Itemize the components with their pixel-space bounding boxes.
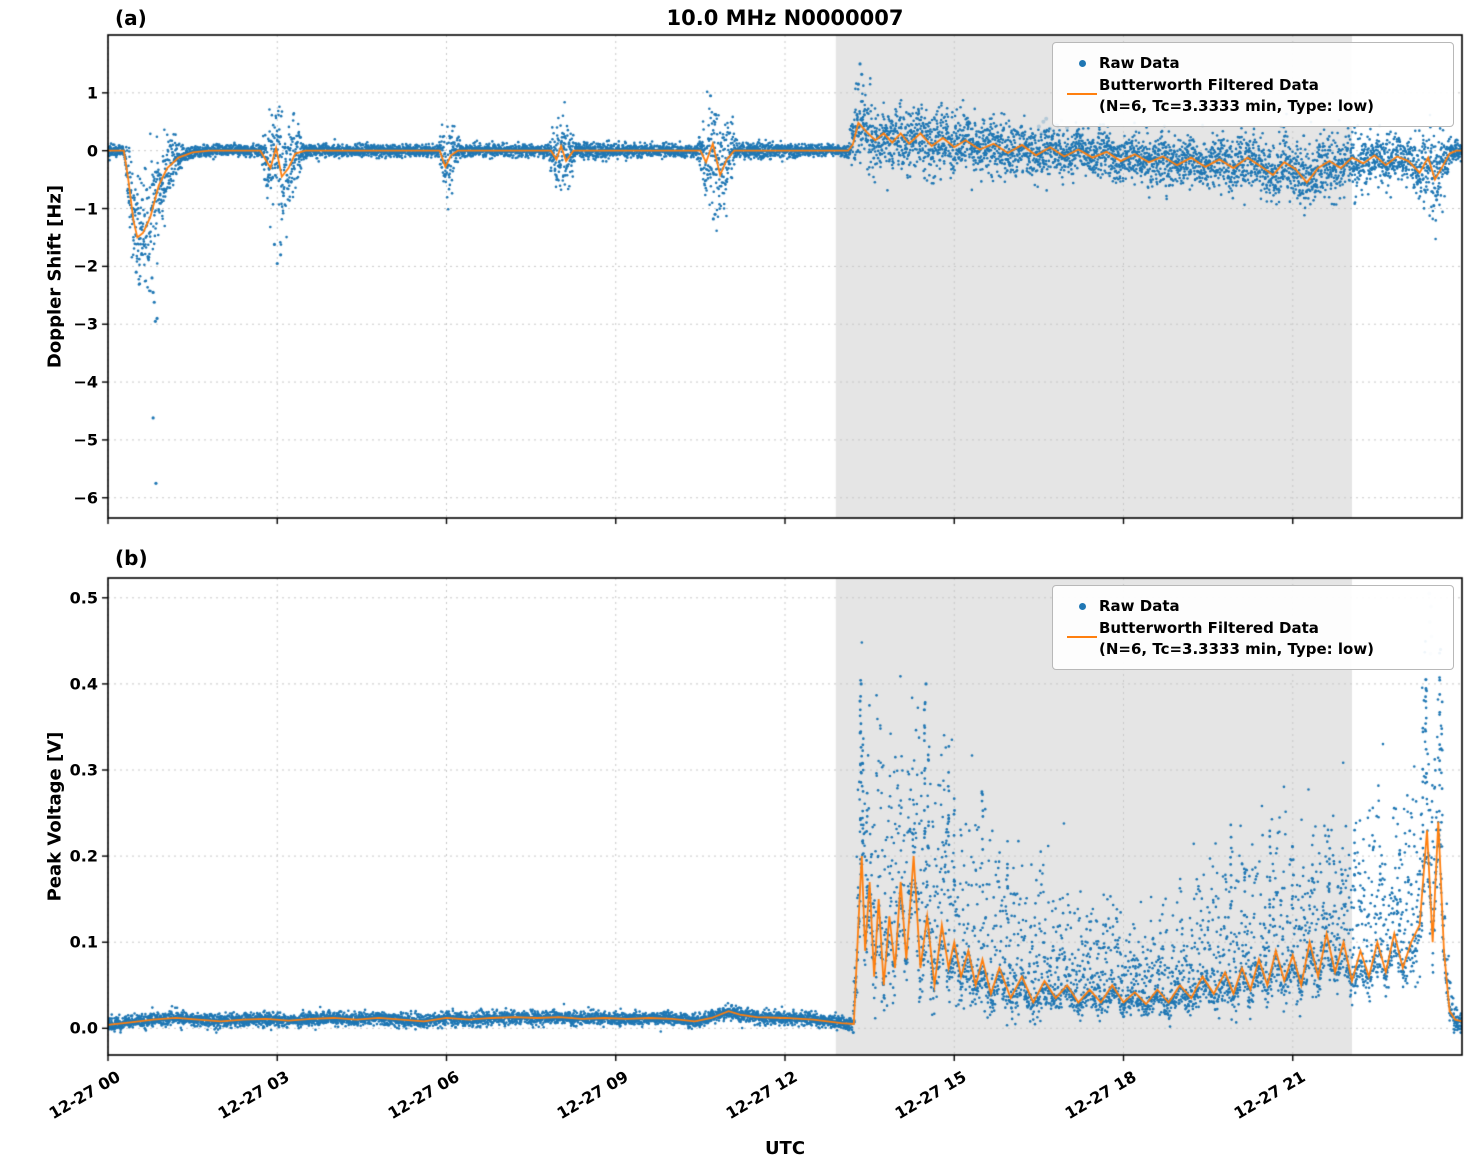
- panel-a-tag: (a): [115, 6, 147, 30]
- y-tick-label: 0.0: [69, 1018, 98, 1038]
- y-tick-label: −3: [73, 314, 98, 334]
- y-tick-label: 1: [86, 83, 98, 103]
- raw-data-dot-icon: [1065, 596, 1099, 616]
- x-axis-label: UTC: [764, 1138, 806, 1159]
- panel-b-ylabel: Peak Voltage [V]: [44, 731, 66, 902]
- legend-entry-raw: Raw Data: [1065, 596, 1443, 616]
- chart-title: 10.0 MHz N0000007: [666, 6, 904, 30]
- raw-data-dot-icon: [1065, 53, 1099, 73]
- y-tick-label: 0.2: [69, 846, 98, 866]
- legend-entry-filtered: Butterworth Filtered Data (N=6, Tc=3.333…: [1065, 618, 1443, 659]
- y-tick-label: 0.5: [69, 588, 98, 608]
- legend-filtered-line1: Butterworth Filtered Data: [1099, 619, 1319, 638]
- filtered-line-icon: [1065, 627, 1099, 647]
- y-tick-label: 0.1: [69, 932, 98, 952]
- legend-filtered-label: Butterworth Filtered Data (N=6, Tc=3.333…: [1099, 75, 1374, 116]
- y-tick-label: 0.4: [69, 674, 98, 694]
- y-tick-label: −5: [73, 430, 98, 450]
- legend-panel-a: Raw Data Butterworth Filtered Data (N=6,…: [1052, 42, 1454, 127]
- legend-entry-filtered: Butterworth Filtered Data (N=6, Tc=3.333…: [1065, 75, 1443, 116]
- panel-b-tag: (b): [115, 546, 148, 570]
- filtered-line-icon: [1065, 84, 1099, 104]
- y-tick-label: −2: [73, 256, 98, 276]
- y-tick-label: −1: [73, 199, 98, 219]
- legend-filtered-label: Butterworth Filtered Data (N=6, Tc=3.333…: [1099, 618, 1374, 659]
- legend-filtered-line2: (N=6, Tc=3.3333 min, Type: low): [1099, 96, 1375, 115]
- y-tick-label: 0: [86, 141, 98, 161]
- legend-entry-raw: Raw Data: [1065, 53, 1443, 73]
- legend-raw-label: Raw Data: [1099, 54, 1180, 72]
- legend-raw-label: Raw Data: [1099, 597, 1180, 615]
- legend-filtered-line2: (N=6, Tc=3.3333 min, Type: low): [1099, 639, 1375, 658]
- y-tick-label: −6: [73, 488, 98, 508]
- legend-panel-b: Raw Data Butterworth Filtered Data (N=6,…: [1052, 585, 1454, 670]
- y-tick-label: 0.3: [69, 760, 98, 780]
- y-tick-label: −4: [73, 372, 98, 392]
- legend-filtered-line1: Butterworth Filtered Data: [1099, 76, 1319, 95]
